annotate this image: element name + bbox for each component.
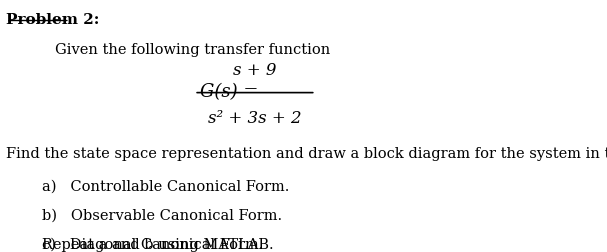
Text: s² + 3s + 2: s² + 3s + 2 — [208, 110, 302, 127]
Text: Repeat a and b using MATLAB.: Repeat a and b using MATLAB. — [42, 237, 274, 251]
Text: Given the following transfer function: Given the following transfer function — [55, 43, 330, 57]
Text: a)   Controllable Canonical Form.: a) Controllable Canonical Form. — [42, 179, 290, 193]
Text: b)   Observable Canonical Form.: b) Observable Canonical Form. — [42, 208, 283, 222]
Text: c)   Diagonal Canonical Form.: c) Diagonal Canonical Form. — [42, 237, 264, 251]
Text: Find the state space representation and draw a block diagram for the system in t: Find the state space representation and … — [6, 146, 607, 160]
Text: G(s) =: G(s) = — [200, 83, 259, 101]
Text: s + 9: s + 9 — [233, 62, 277, 79]
Text: Problem 2:: Problem 2: — [6, 13, 100, 26]
